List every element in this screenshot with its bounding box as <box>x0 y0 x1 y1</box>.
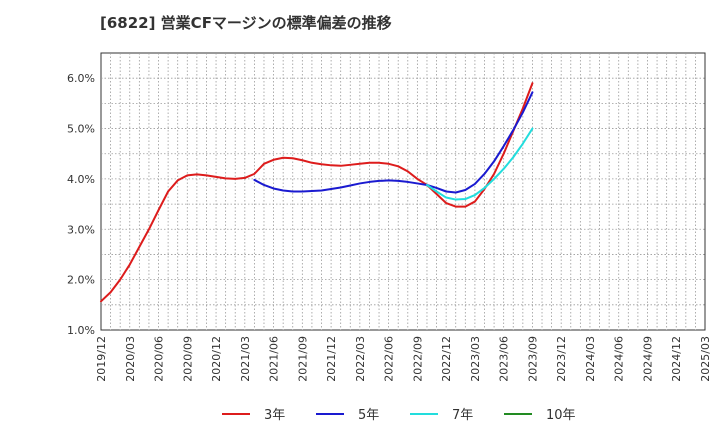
x-tick-label: 2020/12 <box>210 336 223 382</box>
series-lines <box>100 82 534 303</box>
x-axis-ticks: 2019/12 2020/03 2020/06 2020/09 2020/12 2021/… <box>95 336 712 382</box>
plot-area <box>100 52 706 331</box>
y-axis-ticks: 1.0% 2.0% 3.0% 4.0% 5.0% 6.0% <box>67 72 95 337</box>
x-tick-label: 2023/12 <box>555 336 568 382</box>
grid-lines <box>101 53 705 330</box>
series-line-3 <box>425 127 534 201</box>
legend-label-3: 7年 <box>452 408 473 423</box>
x-tick-label: 2021/03 <box>239 336 252 382</box>
series-line-2 <box>253 91 534 194</box>
x-tick-label: 2019/12 <box>95 336 108 382</box>
x-tick-label: 2022/09 <box>411 336 424 382</box>
legend: 3年 5年 7年 10年 <box>222 408 576 423</box>
legend-label-2: 5年 <box>358 408 379 423</box>
x-tick-label: 2021/12 <box>325 336 338 382</box>
x-tick-label: 2020/06 <box>153 336 166 382</box>
y-tick-label: 5.0% <box>67 123 95 136</box>
y-tick-label: 4.0% <box>67 173 95 186</box>
x-tick-label: 2023/06 <box>498 336 511 382</box>
x-tick-label: 2022/03 <box>354 336 367 382</box>
x-tick-label: 2024/06 <box>613 336 626 382</box>
legend-label-4: 10年 <box>546 408 576 423</box>
x-tick-label: 2023/03 <box>469 336 482 382</box>
legend-label-1: 3年 <box>264 408 285 423</box>
x-tick-label: 2022/12 <box>440 336 453 382</box>
x-tick-label: 2021/09 <box>296 336 309 382</box>
x-tick-label: 2020/03 <box>124 336 137 382</box>
chart-title: [6822] 営業CFマージンの標準偏差の推移 <box>100 14 392 32</box>
x-tick-label: 2025/03 <box>699 336 712 382</box>
x-tick-label: 2020/09 <box>181 336 194 382</box>
y-tick-label: 1.0% <box>67 324 95 337</box>
x-tick-label: 2022/06 <box>383 336 396 382</box>
y-tick-label: 2.0% <box>67 274 95 287</box>
x-tick-label: 2024/03 <box>584 336 597 382</box>
x-tick-label: 2024/09 <box>641 336 654 382</box>
y-tick-label: 3.0% <box>67 223 95 236</box>
y-tick-label: 6.0% <box>67 72 95 85</box>
x-tick-label: 2021/06 <box>268 336 281 382</box>
x-tick-label: 2023/09 <box>526 336 539 382</box>
series-line-1 <box>100 82 534 303</box>
x-tick-label: 2024/12 <box>670 336 683 382</box>
